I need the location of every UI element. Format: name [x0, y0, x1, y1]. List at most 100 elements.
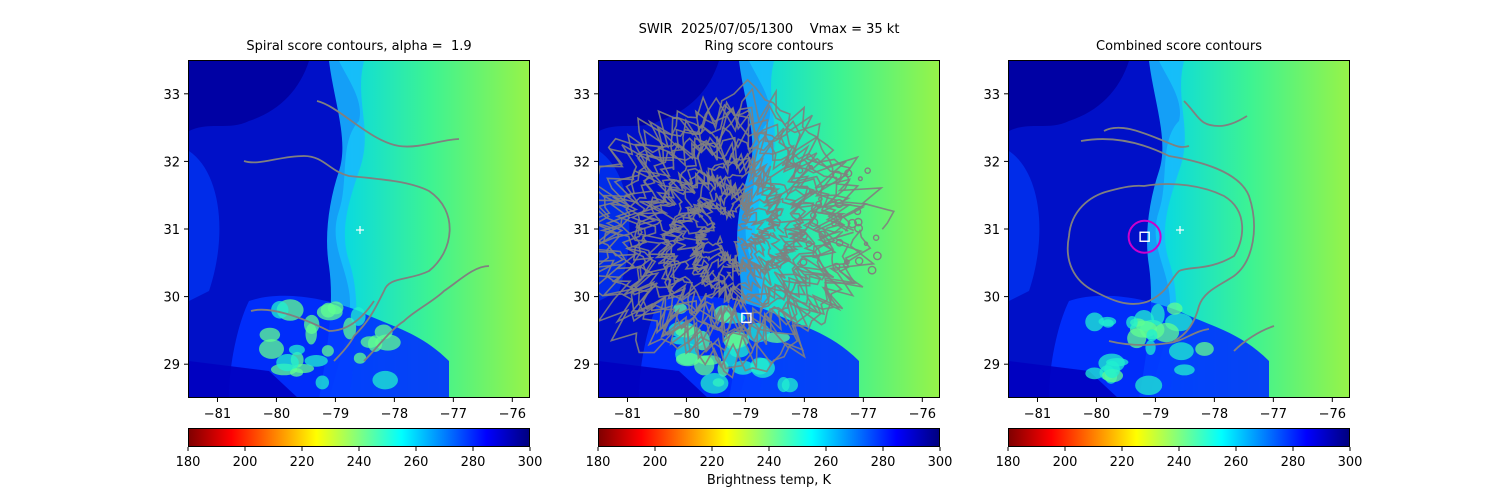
- center-plus-marker: [1176, 226, 1184, 234]
- y-tick-label: 30: [983, 291, 1000, 306]
- x-tick-label: −77: [1260, 407, 1287, 422]
- ring-contour: [612, 107, 852, 346]
- heatmap-svg: [599, 61, 939, 397]
- ring-contour-fragment: [847, 218, 857, 229]
- ring-contour-fragment: [857, 176, 863, 182]
- center-plus-marker: [356, 226, 364, 234]
- x-tick-label: −77: [850, 407, 877, 422]
- colorbar-tick-label: 240: [1167, 455, 1192, 470]
- colorbar-3: [1008, 428, 1350, 447]
- x-tick-label: −79: [322, 407, 349, 422]
- colorbar-tick-label: 300: [1338, 455, 1363, 470]
- y-tick-label: 30: [573, 291, 590, 306]
- ring-contour-fragment: [837, 213, 843, 219]
- colorbar-tick-label: 180: [586, 455, 611, 470]
- y-tick-label: 32: [163, 155, 180, 170]
- x-tick-label: −80: [263, 407, 290, 422]
- ring-contour-fragment: [832, 170, 842, 180]
- figure-suptitle: SWIR 2025/07/05/1300 Vmax = 35 kt: [638, 22, 900, 37]
- ring-contour-fragment: [844, 169, 853, 178]
- x-tick-label: −80: [673, 407, 700, 422]
- combined-contour-2: [1103, 126, 1190, 148]
- panel-1-title: Spiral score contours, alpha = 1.9: [246, 39, 472, 54]
- center-square-marker: [1139, 231, 1150, 242]
- heatmap-svg: [189, 61, 529, 397]
- x-tick-label: −77: [440, 407, 467, 422]
- combined-contour-5: [1233, 325, 1275, 352]
- y-tick-label: 31: [163, 223, 180, 238]
- colorbar-tick-label: 280: [871, 455, 896, 470]
- colorbar-tick-label: 260: [404, 455, 429, 470]
- ring-contour-fragment: [854, 223, 864, 233]
- ring-contour: [625, 137, 828, 338]
- x-tick-label: −81: [204, 407, 231, 422]
- ring-contour-fragment: [818, 230, 826, 238]
- ring-contour-fragment: [864, 167, 871, 174]
- colorbar-tick-label: 260: [814, 455, 839, 470]
- colorbar-tick-label: 300: [928, 455, 953, 470]
- colorbar-2: [598, 428, 940, 447]
- colorbar-1: [188, 428, 530, 447]
- x-tick-label: −76: [499, 407, 526, 422]
- x-tick-label: −81: [614, 407, 641, 422]
- ring-contour-fragment: [799, 231, 808, 240]
- ring-contour: [668, 174, 785, 286]
- ring-contour-fragment: [863, 241, 869, 246]
- y-tick-label: 31: [983, 223, 1000, 238]
- combined-score-heatmap: [1008, 60, 1350, 398]
- spiral-contour-2: [243, 155, 451, 362]
- x-tick-label: −76: [909, 407, 936, 422]
- colorbar-tick-label: 240: [347, 455, 372, 470]
- colorbar-tick-label: 240: [757, 455, 782, 470]
- ring-contour-fragment: [797, 167, 804, 174]
- ring-contour: [637, 136, 819, 313]
- colorbar-tick-label: 200: [643, 455, 668, 470]
- x-tick-label: −78: [381, 407, 408, 422]
- x-tick-label: −79: [1142, 407, 1169, 422]
- panel-3-title: Combined score contours: [1096, 39, 1262, 54]
- ring-contour-fragment: [832, 262, 841, 271]
- x-tick-label: −76: [1319, 407, 1346, 422]
- ring-contour-fragment: [854, 256, 864, 266]
- colorbar-label: Brightness temp, K: [706, 473, 832, 488]
- ring-contour-fragment: [831, 220, 837, 227]
- ring-contour-fragment: [809, 211, 817, 219]
- ring-contour-fragment: [799, 258, 808, 267]
- y-tick-label: 29: [983, 358, 1000, 373]
- spiral-contour-1: [316, 100, 460, 148]
- ring-contour: [599, 103, 849, 346]
- ring-contour: [627, 131, 834, 340]
- colorbar-tick-label: 280: [1281, 455, 1306, 470]
- ring-contour: [624, 118, 849, 343]
- y-tick-label: 33: [573, 88, 590, 103]
- y-tick-label: 31: [573, 223, 590, 238]
- heatmap-svg: [1009, 61, 1349, 397]
- combined-contour-3: [1080, 138, 1255, 342]
- x-tick-label: −81: [1024, 407, 1051, 422]
- colorbar-tick-label: 180: [176, 455, 201, 470]
- colorbar-tick-label: 200: [1053, 455, 1078, 470]
- ring-contour-fragment: [834, 199, 844, 209]
- x-tick-label: −79: [732, 407, 759, 422]
- ring-contour-fragment: [853, 207, 862, 216]
- colorbar-tick-label: 220: [290, 455, 315, 470]
- ring-contour-fragment: [818, 196, 823, 202]
- y-tick-label: 29: [163, 358, 180, 373]
- spiral-score-heatmap: [188, 60, 530, 398]
- ring-contour-fragment: [872, 251, 882, 261]
- y-tick-label: 30: [163, 291, 180, 306]
- ring-contour-fragment: [835, 238, 844, 247]
- ring-contour-fragment: [808, 164, 814, 170]
- spiral-contour-3: [250, 300, 375, 332]
- x-tick-label: −80: [1083, 407, 1110, 422]
- y-tick-label: 33: [163, 88, 180, 103]
- colorbar-tick-label: 280: [461, 455, 486, 470]
- ring-contour-fragment: [805, 240, 813, 248]
- y-tick-label: 32: [573, 155, 590, 170]
- combined-contour-ring: [1066, 183, 1244, 305]
- combined-contour-1: [1183, 100, 1248, 127]
- x-tick-label: −78: [1201, 407, 1228, 422]
- combined-contour-4: [1108, 328, 1210, 346]
- y-tick-label: 32: [983, 155, 1000, 170]
